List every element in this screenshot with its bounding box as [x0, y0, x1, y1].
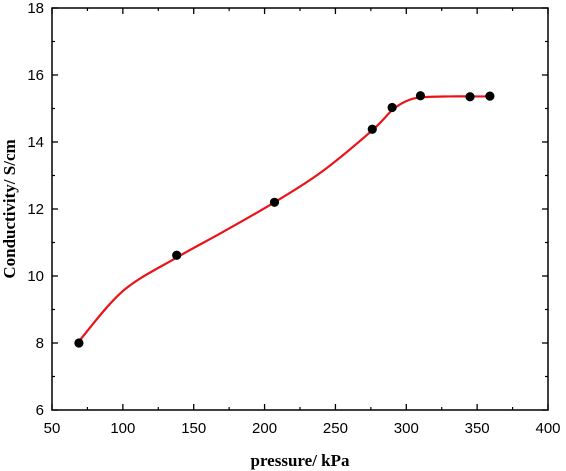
- y-tick-label: 10: [27, 268, 44, 285]
- y-tick-label: 12: [27, 201, 44, 218]
- x-tick-label: 350: [465, 420, 490, 437]
- fit-line-group: [78, 95, 490, 343]
- axis-ticks: 50 100 150 200 250 300 350 400 6 8 10 12 14 16 18: [27, 0, 560, 437]
- data-point: [415, 91, 426, 101]
- y-axis-title: Conductivity/ S/cm: [0, 139, 19, 278]
- data-point: [485, 91, 495, 101]
- x-tick-label: 50: [44, 420, 61, 437]
- x-tick-label: 100: [110, 420, 135, 437]
- plot-frame: [51, 7, 549, 411]
- fit-line: [78, 95, 490, 343]
- data-point: [367, 124, 377, 134]
- y-tick-label: 8: [36, 335, 44, 352]
- y-tick-label: 18: [27, 0, 44, 17]
- y-tick-label: 16: [27, 67, 44, 84]
- data-point: [172, 250, 182, 260]
- x-tick-label: 250: [323, 420, 348, 437]
- x-axis-title: pressure/ kPa: [250, 451, 350, 470]
- data-points: [74, 91, 495, 348]
- y-tick-label: 14: [27, 134, 44, 151]
- data-point: [74, 338, 84, 348]
- data-point: [269, 197, 280, 207]
- y-tick-label: 6: [36, 402, 44, 419]
- x-tick-label: 300: [394, 420, 419, 437]
- data-point: [387, 102, 397, 113]
- x-tick-label: 400: [535, 420, 560, 437]
- x-tick-label: 200: [252, 420, 277, 437]
- x-tick-label: 150: [181, 420, 206, 437]
- data-point: [465, 92, 475, 102]
